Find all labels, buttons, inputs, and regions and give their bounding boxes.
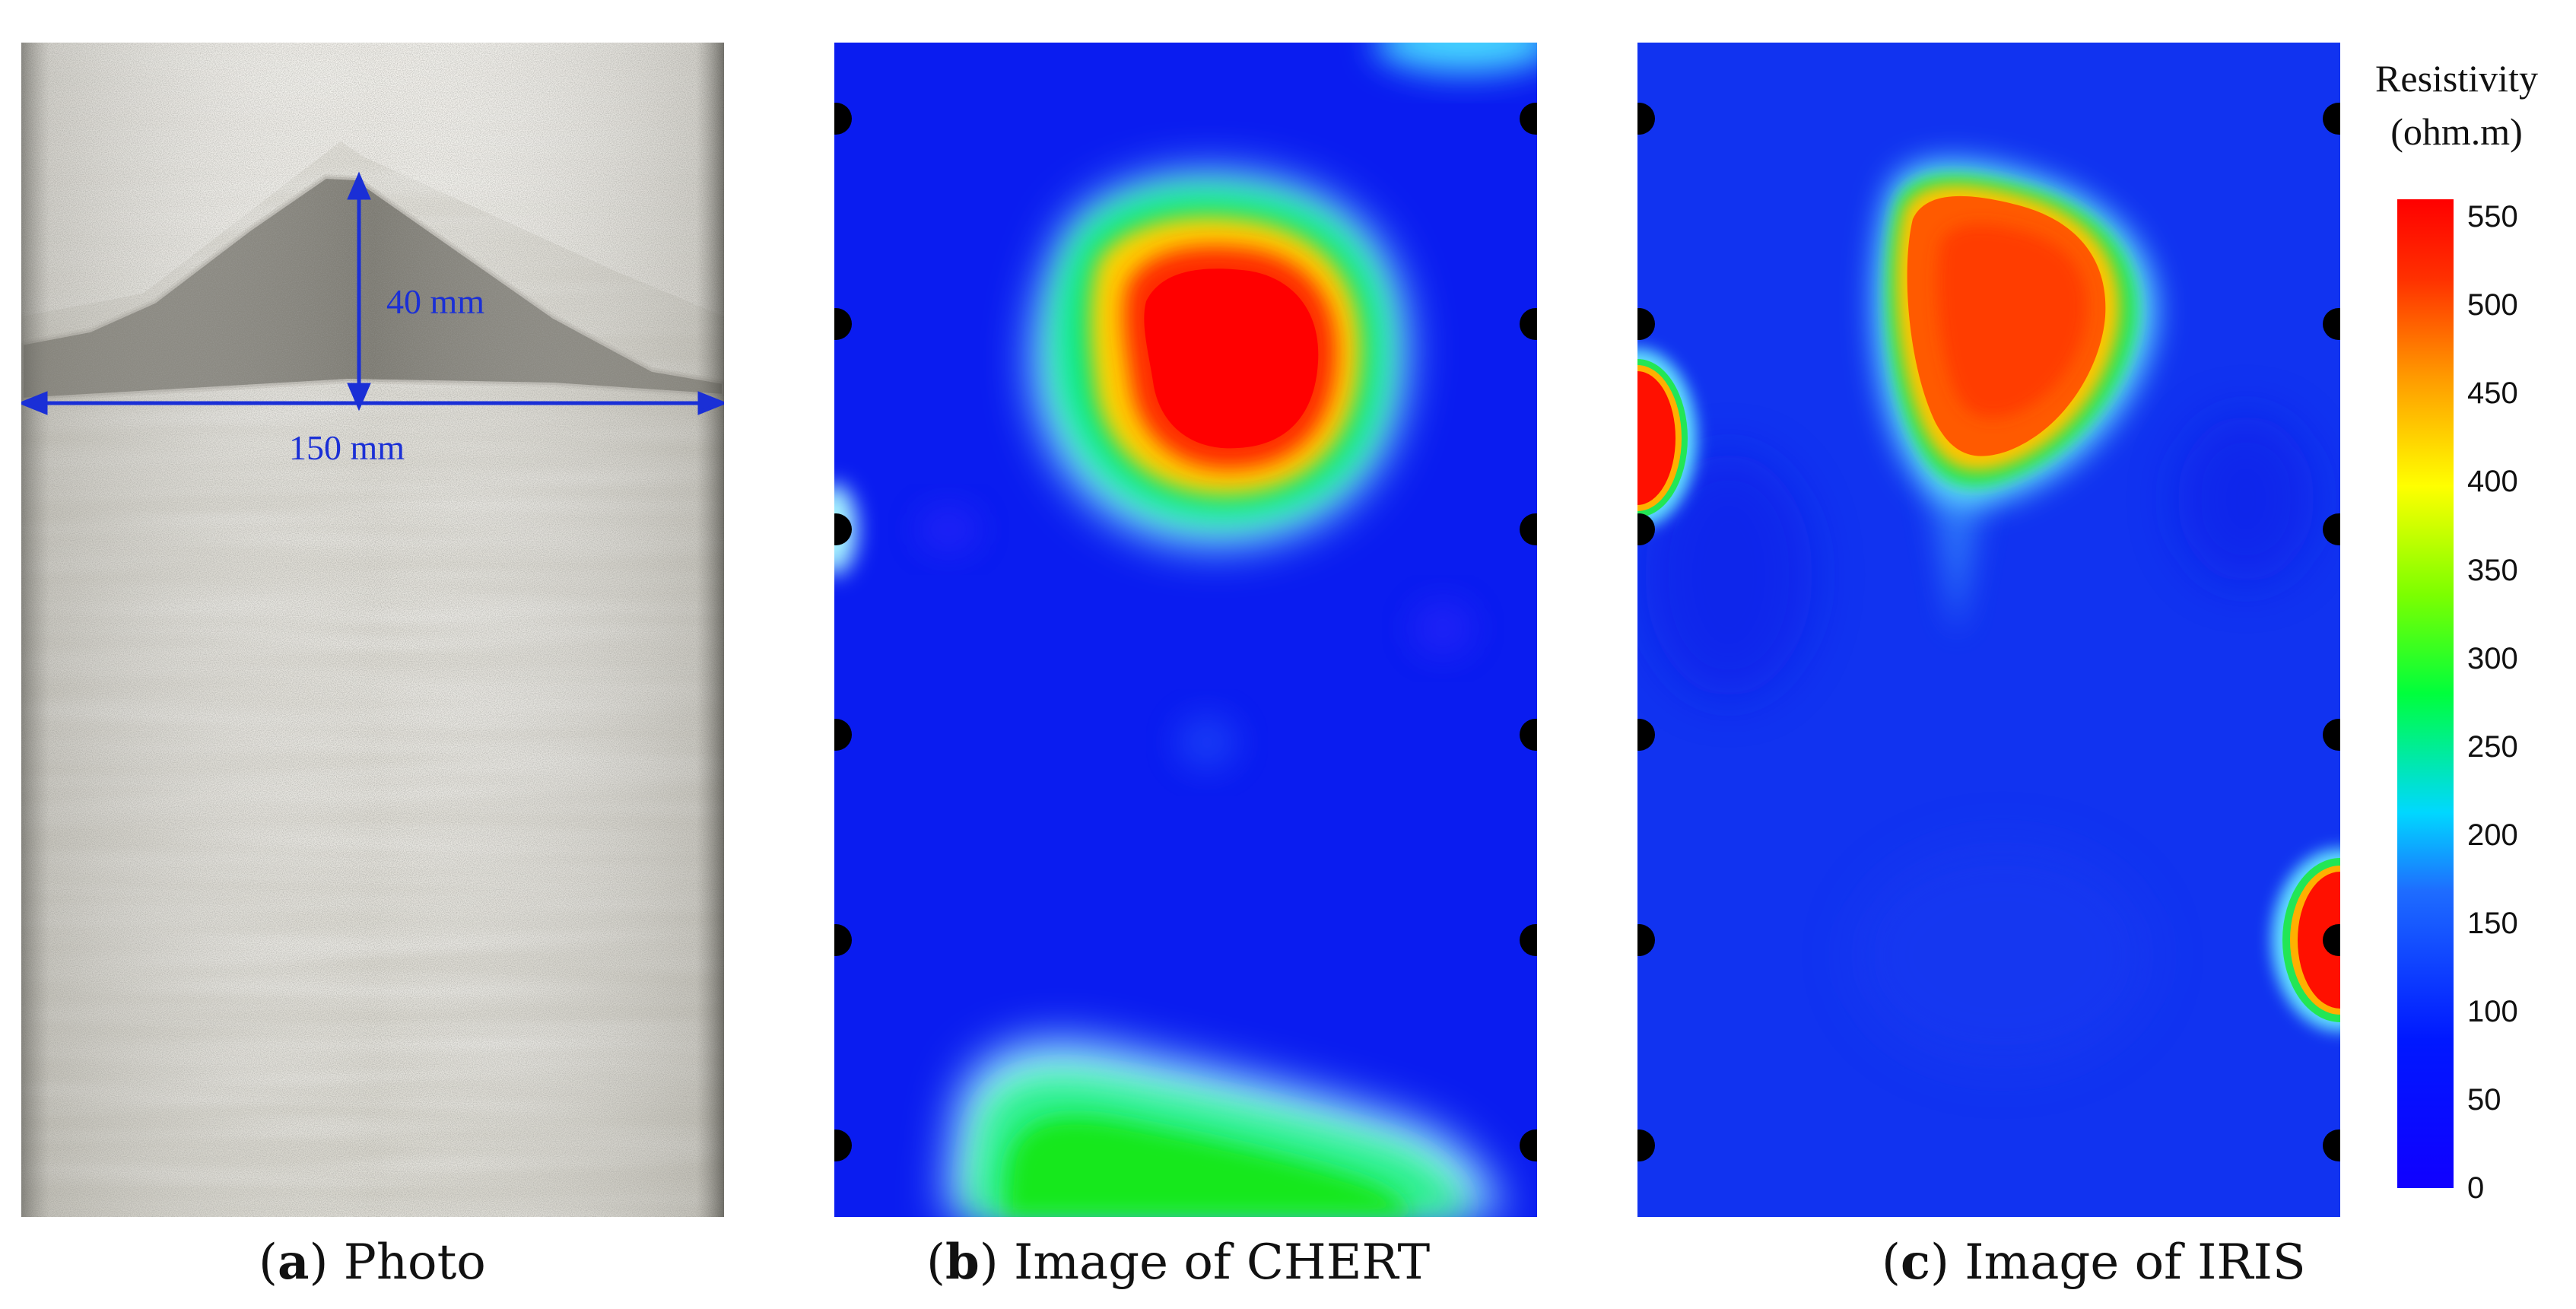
iris-right-anomaly <box>2272 849 2340 1031</box>
colorbar-tick-label: 300 <box>2467 642 2518 675</box>
electrode-dot <box>1520 719 1537 751</box>
electrode-dot <box>1520 924 1537 956</box>
colorbar-tick-label: 0 <box>2467 1171 2485 1205</box>
colorbar-tick-label: 50 <box>2467 1083 2501 1117</box>
colorbar <box>2397 199 2454 1188</box>
iris-left-anomaly <box>1637 348 1697 528</box>
electrode-dot <box>2323 513 2340 545</box>
height-dimension-arrow <box>347 171 371 411</box>
electrode-dot <box>834 513 852 545</box>
caption-c-letter: c <box>1900 1234 1930 1291</box>
caption-b-letter: b <box>945 1234 980 1291</box>
colorbar-title-line1: Resistivity <box>2375 57 2538 100</box>
colorbar-tick-label: 400 <box>2467 465 2518 498</box>
electrode-dot <box>2323 1129 2340 1161</box>
electrode-dot <box>1520 103 1537 135</box>
height-label: 40 mm <box>386 282 484 321</box>
colorbar-tick-label: 150 <box>2467 907 2518 940</box>
electrode-dot <box>1520 513 1537 545</box>
caption-b-text: Image of CHERT <box>1014 1234 1431 1291</box>
electrode-dot <box>834 719 852 751</box>
caption-a-letter: a <box>277 1234 310 1291</box>
electrode-dot <box>834 924 852 956</box>
electrode-dot <box>1637 719 1655 751</box>
electrode-dot <box>1520 1129 1537 1161</box>
sand-column-photo: 40 mm 150 mm <box>21 43 724 1217</box>
width-dimension-arrow <box>21 391 724 415</box>
chert-panel <box>834 43 1537 1217</box>
width-label: 150 mm <box>289 428 405 467</box>
iris-panel <box>1637 43 2340 1217</box>
caption-c: (c) Image of IRIS <box>1882 1234 2306 1291</box>
colorbar-title: Resistivity (ohm.m) <box>2343 52 2571 158</box>
electrode-dot <box>1637 308 1655 340</box>
photo-panel: 40 mm 150 mm <box>21 43 724 1217</box>
electrode-dot <box>834 103 852 135</box>
electrode-dot <box>834 308 852 340</box>
electrode-dot <box>834 1129 852 1161</box>
caption-b: (b) Image of CHERT <box>926 1234 1431 1291</box>
chert-electrodes <box>834 103 1537 1161</box>
electrode-dot <box>1520 308 1537 340</box>
colorbar-tick-label: 250 <box>2467 730 2518 764</box>
chert-lower-anomaly <box>948 1041 1504 1217</box>
colorbar-tick-label: 500 <box>2467 288 2518 322</box>
colorbar-title-line2: (ohm.m) <box>2390 110 2523 153</box>
caption-c-text: Image of IRIS <box>1965 1234 2306 1291</box>
electrode-dot <box>2323 103 2340 135</box>
electrode-dot <box>1637 1129 1655 1161</box>
caption-a: (a) Photo <box>259 1234 486 1291</box>
colorbar-tick-label: 100 <box>2467 995 2518 1028</box>
chert-upper-anomaly <box>1033 173 1406 545</box>
colorbar-gradient <box>2397 199 2454 1188</box>
electrode-dot <box>2323 308 2340 340</box>
electrode-dot <box>1637 513 1655 545</box>
colorbar-tick-label: 350 <box>2467 554 2518 587</box>
electrode-dot <box>2323 924 2340 956</box>
electrode-dot <box>1637 103 1655 135</box>
colorbar-tick-label: 450 <box>2467 376 2518 410</box>
colorbar-tick-label: 550 <box>2467 200 2518 234</box>
caption-a-text: Photo <box>343 1234 486 1291</box>
chert-resistivity-image <box>834 43 1537 1217</box>
electrode-dot <box>1637 924 1655 956</box>
electrode-dot <box>2323 719 2340 751</box>
iris-upper-anomaly <box>1874 160 2155 505</box>
iris-electrodes <box>1637 103 2340 1161</box>
iris-resistivity-image <box>1637 43 2340 1217</box>
colorbar-tick-label: 200 <box>2467 818 2518 852</box>
